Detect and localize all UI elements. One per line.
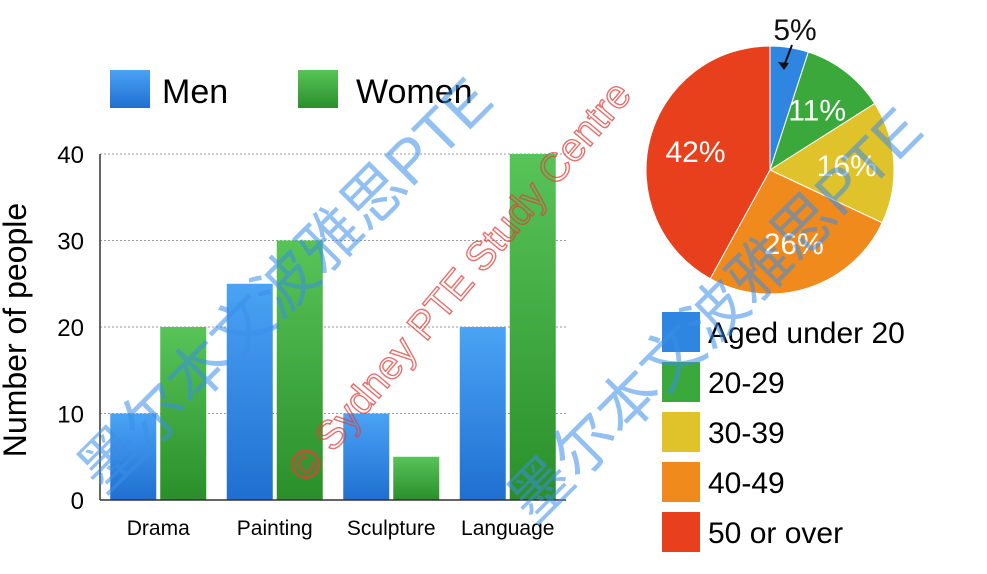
bar-women-language xyxy=(509,154,556,500)
x-tick-labels: Drama Painting Sculpture Language xyxy=(127,517,555,540)
legend-swatch-women xyxy=(298,70,338,108)
pie-legend-swatch xyxy=(662,512,700,552)
bar-women-sculpture xyxy=(393,456,440,500)
legend-swatch-men xyxy=(110,70,150,108)
pie-legend-label: Aged under 20 xyxy=(708,317,905,350)
x-tick-label: Painting xyxy=(237,517,313,540)
y-tick-labels: 0 10 20 30 40 xyxy=(57,142,84,515)
pie-legend-swatch xyxy=(662,462,700,502)
x-tick-label: Language xyxy=(461,517,554,540)
bar-legend: Men Women xyxy=(110,70,473,111)
x-tick-label: Sculpture xyxy=(347,517,436,540)
pie-legend-swatch xyxy=(662,412,700,452)
pie-callout-arrow xyxy=(783,44,793,67)
y-tick-label: 10 xyxy=(57,402,84,429)
pie-label: 26% xyxy=(764,228,824,261)
y-tick-label: 20 xyxy=(57,315,84,342)
y-axis-label: Number of people xyxy=(0,203,33,457)
pie-callout-arrowhead xyxy=(778,62,789,70)
x-tick-label: Drama xyxy=(127,517,190,540)
bar-men-language xyxy=(459,327,506,500)
pie-chart: 5% 11% 16% 26% 42% Aged under 20 20-29 30-39 40… xyxy=(645,14,905,552)
pie-label: 5% xyxy=(773,14,816,47)
pie-label: 42% xyxy=(666,136,726,169)
pie-slice-1 xyxy=(769,51,876,172)
pie-legend-label: 30-39 xyxy=(708,417,785,450)
bar-men-painting xyxy=(226,283,273,500)
bar-men-drama xyxy=(110,413,157,500)
y-tick-label: 0 xyxy=(71,488,84,515)
pie-slice-4 xyxy=(645,45,771,280)
bar-women-drama xyxy=(160,327,207,500)
pie-label: 16% xyxy=(817,150,877,183)
bar-women-painting xyxy=(276,240,323,500)
pie-slices xyxy=(645,45,895,295)
pie-legend-label: 20-29 xyxy=(708,367,785,400)
pie-labels: 5% 11% 16% 26% 42% xyxy=(666,14,877,261)
bars xyxy=(110,154,556,500)
legend-label-women: Women xyxy=(356,73,473,111)
pie-label: 11% xyxy=(788,94,846,127)
bar-men-sculpture xyxy=(343,413,390,500)
pie-legend-label: 40-49 xyxy=(708,467,785,500)
pie-legend-label: 50 or over xyxy=(708,517,843,550)
pie-legend-swatch xyxy=(662,362,700,402)
pie-slice-2 xyxy=(768,102,895,224)
y-tick-label: 30 xyxy=(57,229,84,256)
legend-label-men: Men xyxy=(162,73,228,111)
pie-legend-swatch xyxy=(662,312,700,352)
bar-chart: Men Women 0 10 20 30 40 Drama Painting Sculptu… xyxy=(0,70,566,540)
pie-legend: Aged under 20 20-29 30-39 40-49 50 or over xyxy=(662,312,905,552)
y-tick-label: 40 xyxy=(57,142,84,169)
